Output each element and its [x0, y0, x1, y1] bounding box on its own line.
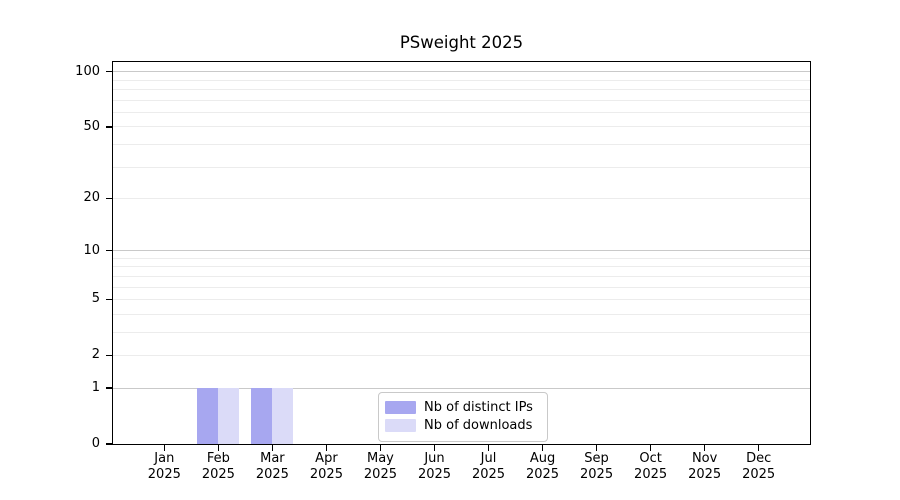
x-axis-tick-label: Oct 2025	[621, 451, 681, 483]
x-axis-tick-label: Mar 2025	[242, 451, 302, 483]
x-tick-year: 2025	[634, 467, 668, 482]
x-tick-year: 2025	[688, 467, 722, 482]
major-gridline	[113, 387, 810, 389]
y-tick-mark	[106, 249, 113, 252]
x-axis-tick-label: Jul 2025	[459, 451, 519, 483]
x-tick-month: Oct	[639, 451, 662, 466]
x-axis-tick-label: Nov 2025	[675, 451, 735, 483]
x-axis-tick-label: Feb 2025	[188, 451, 248, 483]
x-tick-month: Aug	[529, 451, 556, 466]
legend-swatch-distinct-ips	[385, 401, 416, 414]
minor-gridline	[113, 89, 810, 91]
x-tick-mark	[163, 445, 165, 451]
x-tick-year: 2025	[201, 467, 235, 482]
minor-gridline	[113, 166, 810, 168]
y-axis-tick-label: 2	[91, 347, 100, 363]
x-tick-month: Jun	[424, 451, 445, 466]
y-axis-tick-label: 20	[83, 190, 100, 206]
minor-gridline	[113, 143, 810, 145]
x-tick-mark	[487, 445, 490, 451]
x-tick-year: 2025	[525, 467, 560, 482]
minor-gridline	[113, 126, 810, 128]
minor-gridline	[113, 79, 810, 81]
legend-item-downloads: Nb of downloads	[385, 418, 539, 434]
minor-gridline	[113, 298, 810, 300]
y-axis-tick-label: 10	[83, 242, 100, 258]
x-tick-mark	[325, 445, 328, 451]
x-tick-mark	[217, 445, 219, 451]
y-tick-mark	[106, 298, 113, 301]
bar-feb-distinct-ips	[197, 388, 219, 444]
x-tick-month: Sep	[584, 451, 609, 466]
major-gridline	[113, 71, 810, 73]
y-tick-mark	[106, 354, 113, 357]
y-axis-tick-label: 50	[83, 118, 100, 134]
legend-swatch-downloads	[385, 419, 416, 432]
minor-gridline	[113, 266, 810, 268]
major-gridline	[113, 250, 810, 252]
minor-gridline	[113, 99, 810, 101]
x-tick-mark	[379, 445, 382, 451]
x-tick-year: 2025	[363, 467, 397, 482]
minor-gridline	[113, 257, 810, 259]
x-axis-tick-label: Jun 2025	[404, 451, 464, 483]
x-tick-month: Jul	[480, 451, 497, 466]
x-tick-month: Jan	[154, 451, 175, 466]
x-axis-tick-label: Jan 2025	[134, 451, 194, 483]
minor-gridline	[113, 286, 810, 288]
x-axis-tick-label: May 2025	[350, 451, 410, 483]
x-tick-year: 2025	[471, 467, 506, 482]
x-axis-tick-label: Aug 2025	[513, 451, 573, 483]
chart-title: PSweight 2025	[399, 33, 524, 52]
legend-label-downloads: Nb of downloads	[424, 417, 533, 433]
minor-gridline	[113, 354, 810, 356]
x-tick-year: 2025	[255, 467, 289, 482]
minor-gridline	[113, 313, 810, 315]
legend-label-distinct-ips: Nb of distinct IPs	[424, 399, 533, 415]
x-tick-mark	[758, 445, 760, 451]
x-tick-mark	[271, 445, 274, 451]
x-tick-month: May	[367, 451, 394, 466]
minor-gridline	[113, 331, 810, 333]
y-tick-mark	[106, 71, 113, 73]
x-tick-year: 2025	[417, 467, 452, 482]
x-tick-month: Nov	[691, 451, 718, 466]
bar-mar-distinct-ips	[251, 388, 273, 444]
y-axis-tick-label: 5	[91, 291, 100, 307]
x-tick-month: Apr	[315, 451, 338, 466]
x-tick-mark	[595, 445, 598, 451]
x-tick-month: Dec	[746, 451, 772, 466]
x-tick-month: Feb	[206, 451, 230, 466]
x-axis-tick-label: Sep 2025	[567, 451, 627, 483]
y-axis-tick-label: 0	[91, 436, 100, 451]
bar-feb-downloads	[218, 388, 240, 444]
x-tick-mark	[703, 445, 706, 451]
y-tick-mark	[106, 443, 113, 445]
x-tick-year: 2025	[742, 467, 776, 482]
x-tick-year: 2025	[580, 467, 614, 482]
x-tick-mark	[433, 445, 436, 451]
x-tick-mark	[649, 445, 652, 451]
x-tick-mark	[541, 445, 544, 451]
y-tick-mark	[106, 197, 113, 200]
legend: Nb of distinct IPs Nb of downloads	[378, 391, 548, 442]
y-tick-mark	[106, 387, 113, 389]
x-axis-tick-label: Dec 2025	[729, 451, 789, 483]
y-axis-tick-label: 100	[75, 63, 100, 79]
minor-gridline	[113, 111, 810, 113]
x-axis-tick-label: Apr 2025	[296, 451, 356, 483]
legend-item-distinct-ips: Nb of distinct IPs	[385, 400, 539, 416]
bar-mar-downloads	[272, 388, 294, 444]
minor-gridline	[113, 275, 810, 277]
x-tick-month: Mar	[260, 451, 285, 466]
y-axis-tick-label: 1	[91, 380, 100, 396]
minor-gridline	[113, 197, 810, 199]
x-tick-year: 2025	[147, 467, 181, 482]
x-tick-year: 2025	[309, 467, 343, 482]
plot-area	[113, 62, 810, 444]
y-tick-mark	[106, 126, 113, 128]
